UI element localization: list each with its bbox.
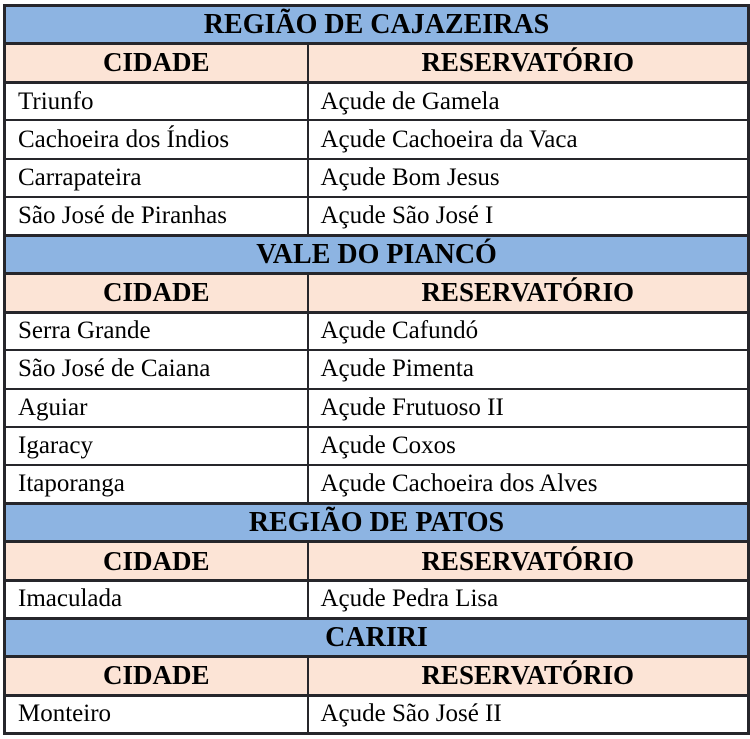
city-cell: Igaracy <box>3 425 309 467</box>
reservoir-table-body: REGIÃO DE CAJAZEIRAS CIDADE RESERVATÓRIO Tr… <box>3 3 750 735</box>
city-cell: Cachoeira dos Índios <box>3 119 309 160</box>
table-row: Cachoeira dos Índios Açude Cachoeira da V… <box>3 119 750 160</box>
column-header-row: CIDADE RESERVATÓRIO <box>3 655 750 697</box>
reservoir-cell: Açude Cachoeira da Vaca <box>306 119 750 160</box>
reservoir-cell: Açude Frutuoso II <box>306 387 750 428</box>
table-row: Igaracy Açude Coxos <box>3 425 750 467</box>
reservoir-cell: Açude Pedra Lisa <box>306 579 750 620</box>
table-row: Aguiar Açude Frutuoso II <box>3 387 750 428</box>
table-row: Triunfo Açude de Gamela <box>3 81 750 122</box>
column-header-row: CIDADE RESERVATÓRIO <box>3 42 750 84</box>
city-cell: Itaporanga <box>3 464 309 505</box>
reservoir-cell: Açude Cachoeira dos Alves <box>306 464 750 505</box>
section-title: REGIÃO DE CAJAZEIRAS <box>3 3 750 46</box>
section-title-row: VALE DO PIANCÓ <box>3 233 750 276</box>
column-header-row: CIDADE RESERVATÓRIO <box>3 540 750 582</box>
reservoir-cell: Açude São José I <box>306 196 750 237</box>
section-title: REGIÃO DE PATOS <box>3 502 750 544</box>
table-row: São José de Piranhas Açude São José I <box>3 196 750 237</box>
city-cell: Serra Grande <box>3 310 309 352</box>
reservoir-column-header: RESERVATÓRIO <box>306 655 750 697</box>
reservoir-cell: Açude Pimenta <box>306 349 750 390</box>
city-cell: Carrapateira <box>3 157 309 199</box>
city-cell: Triunfo <box>3 81 309 122</box>
city-cell: Monteiro <box>3 694 309 735</box>
table-row: São José de Caiana Açude Pimenta <box>3 349 750 390</box>
section-title-row: REGIÃO DE CAJAZEIRAS <box>3 3 750 46</box>
reservoir-cell: Açude Coxos <box>306 425 750 467</box>
table-row: Monteiro Açude São José II <box>3 694 750 735</box>
section-title: VALE DO PIANCÓ <box>3 233 750 276</box>
city-cell: Imaculada <box>3 579 309 620</box>
section-title-row: REGIÃO DE PATOS <box>3 502 750 544</box>
city-cell: Aguiar <box>3 387 309 428</box>
city-column-header: CIDADE <box>3 42 309 84</box>
city-cell: São José de Piranhas <box>3 196 309 237</box>
reservoir-table: REGIÃO DE CAJAZEIRAS CIDADE RESERVATÓRIO Tr… <box>3 3 750 735</box>
table-row: Imaculada Açude Pedra Lisa <box>3 579 750 620</box>
table-row: Itaporanga Açude Cachoeira dos Alves <box>3 464 750 505</box>
table-row: Serra Grande Açude Cafundó <box>3 310 750 352</box>
reservoir-column-header: RESERVATÓRIO <box>306 540 750 582</box>
section-title-row: CARIRI <box>3 616 750 659</box>
city-column-header: CIDADE <box>3 540 309 582</box>
table-row: Carrapateira Açude Bom Jesus <box>3 157 750 199</box>
city-cell: São José de Caiana <box>3 349 309 390</box>
section-title: CARIRI <box>3 616 750 659</box>
reservoir-cell: Açude de Gamela <box>306 81 750 122</box>
city-column-header: CIDADE <box>3 272 309 314</box>
column-header-row: CIDADE RESERVATÓRIO <box>3 272 750 314</box>
reservoir-cell: Açude São José II <box>306 694 750 735</box>
reservoir-cell: Açude Bom Jesus <box>306 157 750 199</box>
reservoir-column-header: RESERVATÓRIO <box>306 272 750 314</box>
reservoir-column-header: RESERVATÓRIO <box>306 42 750 84</box>
reservoir-cell: Açude Cafundó <box>306 310 750 352</box>
city-column-header: CIDADE <box>3 655 309 697</box>
